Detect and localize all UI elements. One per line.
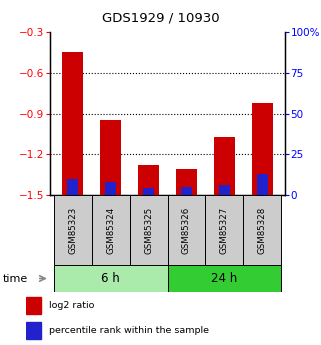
Text: GSM85323: GSM85323 (68, 206, 77, 254)
Bar (130, 195, 168, 265)
Text: percentile rank within the sample: percentile rank within the sample (49, 326, 209, 335)
Text: GDS1929 / 10930: GDS1929 / 10930 (102, 11, 219, 24)
Bar (100, 120, 121, 195)
Bar (219, 185, 230, 195)
Text: GSM85328: GSM85328 (258, 206, 267, 254)
Text: GSM85324: GSM85324 (106, 206, 115, 254)
Bar (205, 195, 243, 265)
Bar (26, 297, 41, 314)
Bar (252, 102, 273, 195)
Text: 24 h: 24 h (211, 272, 238, 285)
Bar (62, 52, 83, 195)
Bar (105, 182, 117, 195)
Bar (54, 265, 168, 292)
Bar (243, 195, 281, 265)
Text: 6 h: 6 h (101, 272, 120, 285)
Bar (176, 169, 197, 195)
Bar (168, 265, 281, 292)
Text: GSM85325: GSM85325 (144, 206, 153, 254)
Bar (143, 188, 154, 195)
Text: GSM85326: GSM85326 (182, 206, 191, 254)
Bar (168, 195, 205, 265)
Bar (67, 179, 78, 195)
Bar (256, 174, 268, 195)
Bar (181, 187, 192, 195)
Bar (26, 322, 41, 339)
Bar (214, 137, 235, 195)
Text: time: time (3, 274, 29, 284)
Bar (92, 195, 130, 265)
Bar (138, 165, 159, 195)
Text: GSM85327: GSM85327 (220, 206, 229, 254)
Text: log2 ratio: log2 ratio (49, 301, 94, 310)
Bar (54, 195, 92, 265)
